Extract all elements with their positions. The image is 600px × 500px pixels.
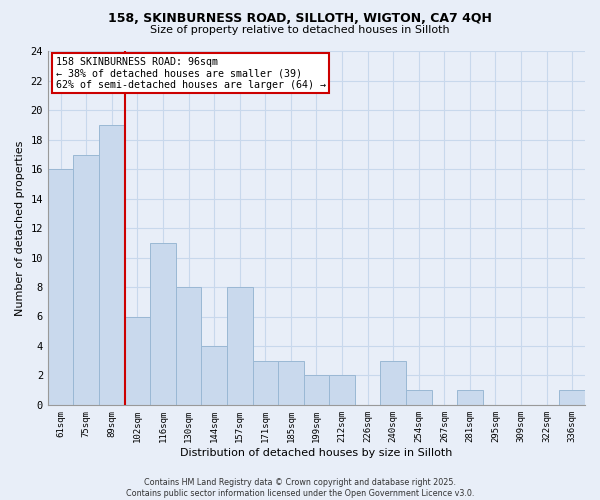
Bar [380,360,406,405]
Bar [73,154,99,405]
Bar [227,287,253,405]
X-axis label: Distribution of detached houses by size in Silloth: Distribution of detached houses by size … [180,448,452,458]
Bar [125,316,150,405]
Bar [406,390,431,405]
Text: Contains HM Land Registry data © Crown copyright and database right 2025.
Contai: Contains HM Land Registry data © Crown c… [126,478,474,498]
Bar [329,376,355,405]
Text: Size of property relative to detached houses in Silloth: Size of property relative to detached ho… [150,25,450,35]
Text: 158 SKINBURNESS ROAD: 96sqm
← 38% of detached houses are smaller (39)
62% of sem: 158 SKINBURNESS ROAD: 96sqm ← 38% of det… [56,57,326,90]
Y-axis label: Number of detached properties: Number of detached properties [15,140,25,316]
Bar [176,287,202,405]
Text: 158, SKINBURNESS ROAD, SILLOTH, WIGTON, CA7 4QH: 158, SKINBURNESS ROAD, SILLOTH, WIGTON, … [108,12,492,26]
Bar [48,170,73,405]
Bar [559,390,585,405]
Bar [253,360,278,405]
Bar [304,376,329,405]
Bar [202,346,227,405]
Bar [278,360,304,405]
Bar [457,390,482,405]
Bar [99,125,125,405]
Bar [150,243,176,405]
